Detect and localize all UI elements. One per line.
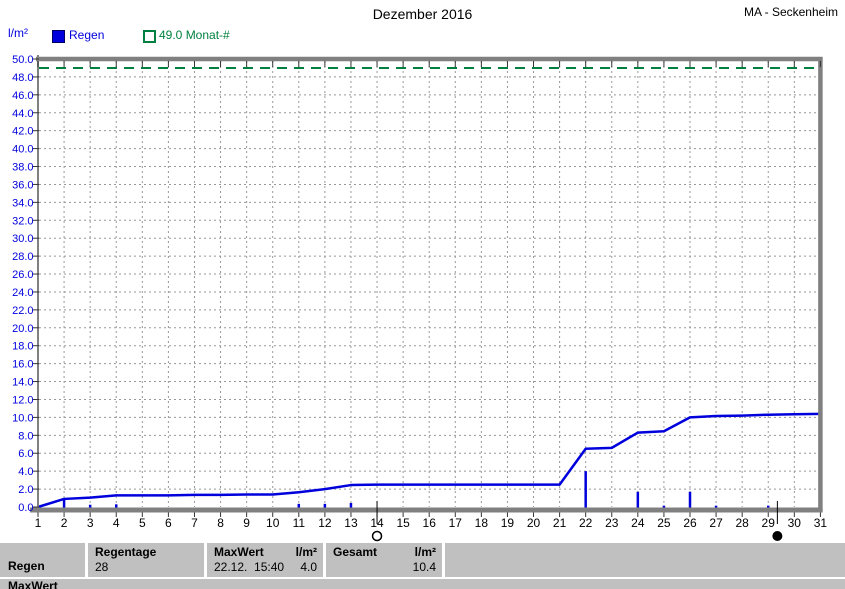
svg-text:12.0: 12.0 xyxy=(12,394,33,406)
svg-text:24.0: 24.0 xyxy=(12,287,33,299)
svg-text:20: 20 xyxy=(527,516,541,530)
svg-text:16.0: 16.0 xyxy=(12,359,33,371)
y-axis-unit-label: l/m² xyxy=(8,26,28,40)
svg-text:34.0: 34.0 xyxy=(12,197,33,209)
svg-text:8: 8 xyxy=(217,516,224,530)
svg-text:21: 21 xyxy=(553,516,567,530)
empty-cell xyxy=(445,543,845,577)
svg-text:10.0: 10.0 xyxy=(12,412,33,424)
svg-text:28: 28 xyxy=(735,516,749,530)
regen-legend-label: Regen xyxy=(69,28,105,42)
gesamt-cell: Gesamt l/m² 10.4 xyxy=(326,543,442,577)
gesamt-header: Gesamt xyxy=(333,545,378,559)
svg-text:8.0: 8.0 xyxy=(18,430,33,442)
svg-text:31: 31 xyxy=(814,516,828,530)
svg-text:36.0: 36.0 xyxy=(12,179,33,191)
daily-rain-bars xyxy=(62,471,770,510)
svg-text:40.0: 40.0 xyxy=(12,144,33,156)
moon-markers xyxy=(371,501,783,542)
svg-text:6.0: 6.0 xyxy=(18,448,33,460)
rain-chart: 0.0 2.0 4.0 6.0 8.0 10.0 12.0 14.0 16.0 18.0 20.0 2… xyxy=(12,54,828,542)
monat-limit-legend-swatch-icon xyxy=(143,30,156,43)
svg-text:0.0: 0.0 xyxy=(18,502,33,514)
svg-text:22.0: 22.0 xyxy=(12,305,33,317)
maxwert-value: 4.0 xyxy=(300,560,317,574)
summary-row-label-cell: Regen xyxy=(0,543,85,577)
svg-text:3: 3 xyxy=(87,516,94,530)
monat-limit-legend-label: 49.0 Monat-# xyxy=(159,28,230,42)
svg-text:42.0: 42.0 xyxy=(12,126,33,138)
svg-text:14.0: 14.0 xyxy=(12,377,33,389)
svg-text:4: 4 xyxy=(113,516,120,530)
plot-frame xyxy=(30,55,823,513)
regen-legend-swatch-icon xyxy=(52,30,65,43)
full-moon-icon xyxy=(371,530,383,542)
svg-text:17: 17 xyxy=(449,516,463,530)
svg-text:9: 9 xyxy=(243,516,250,530)
svg-text:48.0: 48.0 xyxy=(12,72,33,84)
svg-text:38.0: 38.0 xyxy=(12,162,33,174)
svg-text:26: 26 xyxy=(683,516,697,530)
svg-text:1: 1 xyxy=(35,516,42,530)
svg-text:2.0: 2.0 xyxy=(18,484,33,496)
svg-text:7: 7 xyxy=(191,516,198,530)
summary-row1-label: Regen xyxy=(8,559,45,573)
maxwert-unit: l/m² xyxy=(295,545,317,559)
page-title: Dezember 2016 xyxy=(372,6,473,22)
svg-text:22: 22 xyxy=(579,516,593,530)
svg-text:44.0: 44.0 xyxy=(12,108,33,120)
svg-text:18.0: 18.0 xyxy=(12,341,33,353)
svg-text:46.0: 46.0 xyxy=(12,90,33,102)
svg-text:2: 2 xyxy=(61,516,68,530)
svg-text:6: 6 xyxy=(165,516,172,530)
svg-text:26.0: 26.0 xyxy=(12,269,33,281)
svg-text:5: 5 xyxy=(139,516,146,530)
svg-text:18: 18 xyxy=(475,516,489,530)
svg-text:50.0: 50.0 xyxy=(12,54,33,66)
regentage-cell: Regentage 28 xyxy=(88,543,204,577)
maxwert-cell: MaxWert l/m² 22.12. 15:40 4.0 xyxy=(207,543,323,577)
svg-text:10: 10 xyxy=(266,516,280,530)
svg-text:4.0: 4.0 xyxy=(18,466,33,478)
svg-text:19: 19 xyxy=(501,516,515,530)
y-axis-labels: 0.0 2.0 4.0 6.0 8.0 10.0 12.0 14.0 16.0 18.0 20.0 2… xyxy=(12,54,33,514)
gesamt-unit: l/m² xyxy=(414,545,436,559)
summary-table: Regen Regentage 28 MaxWert l/m² 22.12. 1… xyxy=(0,543,845,589)
regentage-header: Regentage xyxy=(95,545,157,559)
svg-text:13: 13 xyxy=(344,516,358,530)
svg-text:20.0: 20.0 xyxy=(12,323,33,335)
svg-text:23: 23 xyxy=(605,516,619,530)
svg-text:25: 25 xyxy=(657,516,671,530)
svg-text:16: 16 xyxy=(423,516,437,530)
vertical-gridlines xyxy=(63,61,795,507)
svg-text:24: 24 xyxy=(631,516,645,530)
svg-text:15: 15 xyxy=(396,516,410,530)
station-label: MA - Seckenheim xyxy=(743,5,838,19)
svg-text:30: 30 xyxy=(788,516,802,530)
gesamt-value: 10.4 xyxy=(412,560,436,574)
summary-row2: MaxWert xyxy=(0,579,845,589)
maxwert-date-value: 22.12. 15:40 xyxy=(214,560,285,574)
svg-text:32.0: 32.0 xyxy=(12,215,33,227)
regentage-value: 28 xyxy=(95,560,109,574)
svg-text:12: 12 xyxy=(318,516,332,530)
svg-text:28.0: 28.0 xyxy=(12,251,33,263)
axis-ticks xyxy=(33,58,821,517)
svg-text:27: 27 xyxy=(709,516,723,530)
svg-text:29: 29 xyxy=(762,516,776,530)
cumulative-rain-line xyxy=(37,412,821,509)
svg-text:30.0: 30.0 xyxy=(12,233,33,245)
new-moon-icon xyxy=(772,531,783,541)
x-axis-labels: 1 2 3 4 5 6 7 8 9 10 11 12 13 14 15 16 17 18 19 20 21 22 23 24 2… xyxy=(35,516,828,530)
maxwert-header: MaxWert xyxy=(214,545,264,559)
summary-row2-label: MaxWert xyxy=(8,579,58,589)
svg-text:11: 11 xyxy=(293,516,306,530)
